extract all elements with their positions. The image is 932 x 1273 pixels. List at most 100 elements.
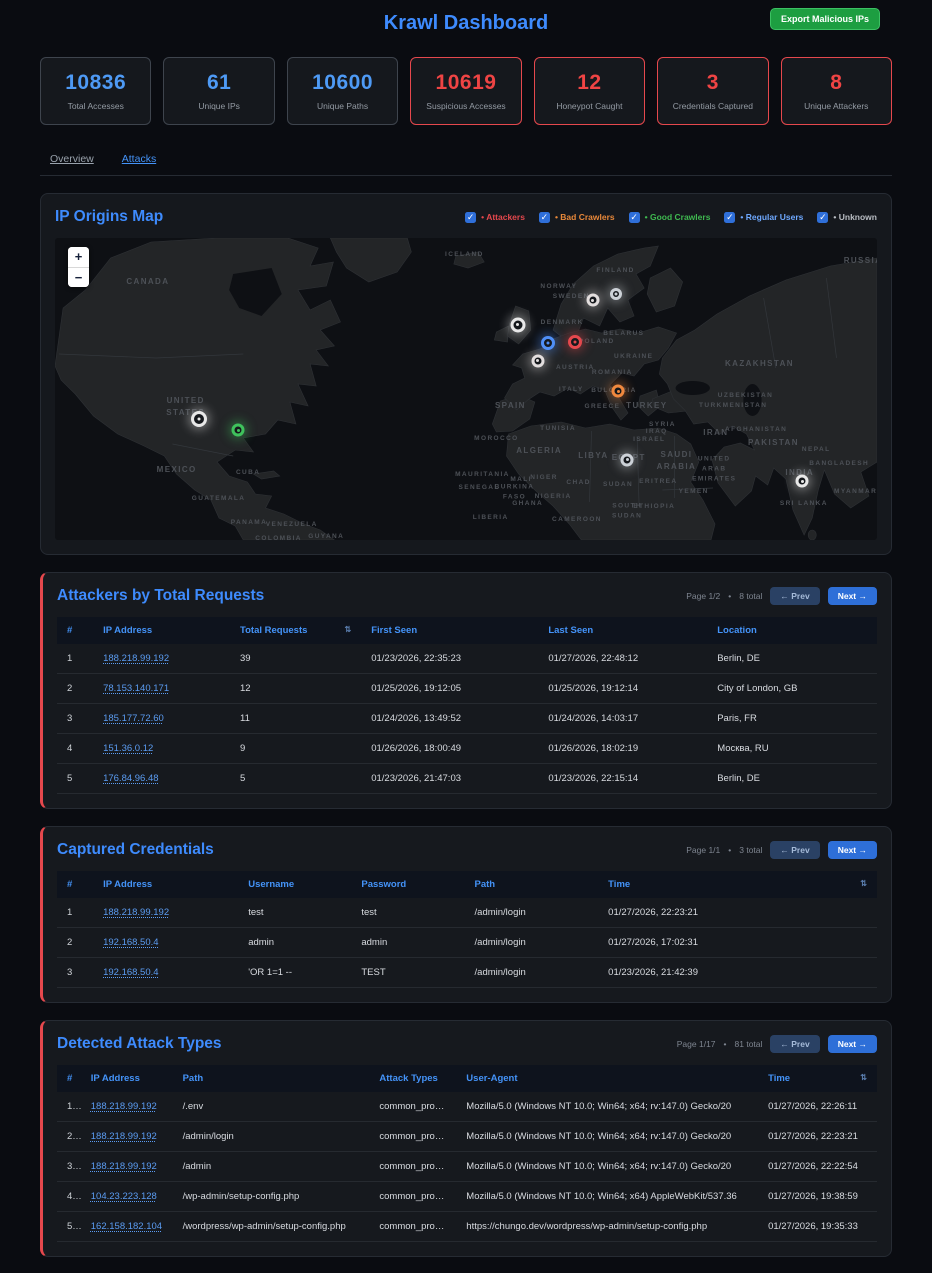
map-zoom-in-button[interactable]: +: [68, 247, 89, 267]
legend-checkbox[interactable]: ✓: [465, 211, 477, 223]
column-header-first-seen[interactable]: First Seen: [361, 617, 539, 644]
cell-user-agent: Mozilla/5.0 (Windows NT 10.0; Win64; x64…: [456, 1181, 759, 1212]
tab-attacks[interactable]: Attacks: [121, 153, 157, 165]
page-indicator: Page 1/2: [686, 591, 721, 601]
marker-uk[interactable]: [510, 317, 526, 333]
marker-poland[interactable]: [568, 334, 583, 349]
column-header-time[interactable]: Time ⇅: [758, 1065, 877, 1092]
ip-address-link[interactable]: 188.218.99.192: [103, 907, 170, 918]
ip-address-link[interactable]: 188.218.99.192: [90, 1131, 157, 1142]
ip-address-link[interactable]: 176.84.96.48: [103, 773, 159, 784]
ip-address-link[interactable]: 162.158.182.104: [90, 1221, 163, 1232]
stat-label: Honeypot Caught: [556, 101, 623, 111]
ip-address-link[interactable]: 188.218.99.192: [90, 1161, 157, 1172]
column-header-[interactable]: #: [57, 871, 94, 898]
marker-bulgaria[interactable]: [611, 384, 625, 398]
legend-item-bad-crawlers[interactable]: ✓ • Bad Crawlers: [538, 211, 615, 223]
section-header: Captured Credentials Page 1/1 • 3 total ← Pr…: [57, 841, 877, 859]
cell-path: /wp-admin/setup-config.php: [172, 1181, 370, 1212]
column-header-password[interactable]: Password: [351, 871, 465, 898]
marker-dot: [573, 340, 577, 344]
stat-label: Unique Paths: [317, 101, 369, 111]
map-zoom-out-button[interactable]: −: [68, 267, 89, 287]
cell-location: Berlin, DE: [707, 763, 877, 794]
section-title-attackers: Attackers by Total Requests: [57, 587, 265, 604]
cell-path: /admin/login: [464, 927, 599, 958]
column-header-time[interactable]: Time ⇅: [598, 871, 877, 898]
column-header-total-requests[interactable]: Total Requests ⇅: [230, 617, 362, 644]
ip-address-link[interactable]: 151.36.0.12: [103, 743, 154, 754]
cell-attack-types: common_probes: [369, 1151, 457, 1182]
sort-icon[interactable]: ⇅: [860, 879, 867, 888]
row-index: 3: [57, 957, 94, 988]
section-title-credentials: Captured Credentials: [57, 841, 214, 858]
legend-item-attackers[interactable]: ✓ • Attackers: [465, 211, 525, 223]
column-header-username[interactable]: Username: [238, 871, 352, 898]
column-header-ip-address[interactable]: IP Address: [80, 1065, 173, 1092]
column-header-ip-address[interactable]: IP Address: [93, 871, 239, 898]
marker-baltic[interactable]: [609, 288, 622, 301]
ip-address-link[interactable]: 185.177.72.60: [103, 713, 164, 724]
stat-value: 3: [706, 71, 719, 94]
stat-label: Total Accesses: [67, 101, 124, 111]
map-title: IP Origins Map: [55, 208, 164, 225]
marker-benelux[interactable]: [541, 336, 556, 351]
cell-ip-address: 162.158.182.104: [80, 1211, 173, 1242]
cell-ip-address: 188.218.99.192: [80, 1121, 173, 1152]
column-header-location[interactable]: Location: [707, 617, 877, 644]
cell-path: /admin/login: [464, 898, 599, 928]
legend-checkbox[interactable]: ✓: [628, 211, 640, 223]
cell-time: 01/27/2026, 22:23:21: [758, 1121, 877, 1152]
legend-item-good-crawlers[interactable]: ✓ • Good Crawlers: [628, 211, 710, 223]
marker-sweden[interactable]: [586, 293, 600, 307]
stat-card-unique-attackers: 8 Unique Attackers: [780, 57, 892, 125]
column-header-user-agent[interactable]: User-Agent: [456, 1065, 759, 1092]
cell-time: 01/27/2026, 22:23:21: [598, 898, 877, 928]
world-map[interactable]: CANADA ICELAND UNITED STATES MEXICO CUBA GUAT…: [55, 238, 877, 540]
column-header-path[interactable]: Path: [464, 871, 599, 898]
legend-label: • Attackers: [481, 212, 525, 222]
marker-india[interactable]: [795, 474, 809, 488]
ip-address-link[interactable]: 104.23.223.128: [90, 1191, 157, 1202]
export-malicious-ips-button[interactable]: Export Malicious IPs: [769, 8, 880, 30]
table-row: 3 185.177.72.60 11 01/24/2026, 13:49:52 01/2…: [57, 703, 877, 734]
legend-checkbox[interactable]: ✓: [724, 211, 736, 223]
column-header-ip-address[interactable]: IP Address: [93, 617, 231, 644]
cell-total-requests: 39: [230, 644, 362, 674]
column-header-[interactable]: #: [57, 1065, 81, 1092]
cell-location: Berlin, DE: [707, 644, 877, 674]
marker-us-southeast[interactable]: [231, 423, 245, 437]
tab-overview[interactable]: Overview: [50, 153, 94, 165]
legend-item-regular-users[interactable]: ✓ • Regular Users: [724, 211, 803, 223]
ip-address-link[interactable]: 192.168.50.4: [103, 937, 159, 948]
marker-france[interactable]: [531, 354, 544, 368]
cell-location: City of London, GB: [707, 673, 877, 704]
next-button-attacks[interactable]: Next →: [827, 1035, 877, 1053]
cell-path: /admin: [172, 1151, 370, 1182]
ip-address-link[interactable]: 188.218.99.192: [90, 1101, 157, 1112]
prev-button-attacks[interactable]: ← Prev: [770, 1035, 820, 1053]
legend-checkbox[interactable]: ✓: [817, 211, 829, 223]
cell-ip-address: 176.84.96.48: [93, 763, 231, 794]
row-index: 3: [57, 1151, 81, 1182]
prev-button-attackers[interactable]: ← Prev: [770, 587, 820, 605]
column-header-path[interactable]: Path: [172, 1065, 370, 1092]
cell-total-requests: 5: [230, 763, 362, 794]
ip-address-link[interactable]: 78.153.140.171: [103, 683, 170, 694]
column-header-attack-types[interactable]: Attack Types: [369, 1065, 457, 1092]
marker-us-central[interactable]: [190, 410, 207, 427]
next-button-credentials[interactable]: Next →: [827, 841, 877, 859]
sort-icon[interactable]: ⇅: [860, 1073, 867, 1082]
ip-address-link[interactable]: 188.218.99.192: [103, 653, 170, 664]
prev-button-credentials[interactable]: ← Prev: [770, 841, 820, 859]
column-header-[interactable]: #: [57, 617, 94, 644]
sort-icon[interactable]: ⇅: [344, 625, 352, 634]
legend-checkbox[interactable]: ✓: [538, 211, 550, 223]
legend-item-unknown[interactable]: ✓ • Unknown: [817, 211, 877, 223]
pager-separator: •: [728, 591, 732, 601]
row-index: 5: [57, 1211, 81, 1242]
marker-egypt[interactable]: [620, 453, 634, 467]
column-header-last-seen[interactable]: Last Seen: [538, 617, 708, 644]
ip-address-link[interactable]: 192.168.50.4: [103, 967, 159, 978]
next-button-attackers[interactable]: Next →: [827, 587, 877, 605]
